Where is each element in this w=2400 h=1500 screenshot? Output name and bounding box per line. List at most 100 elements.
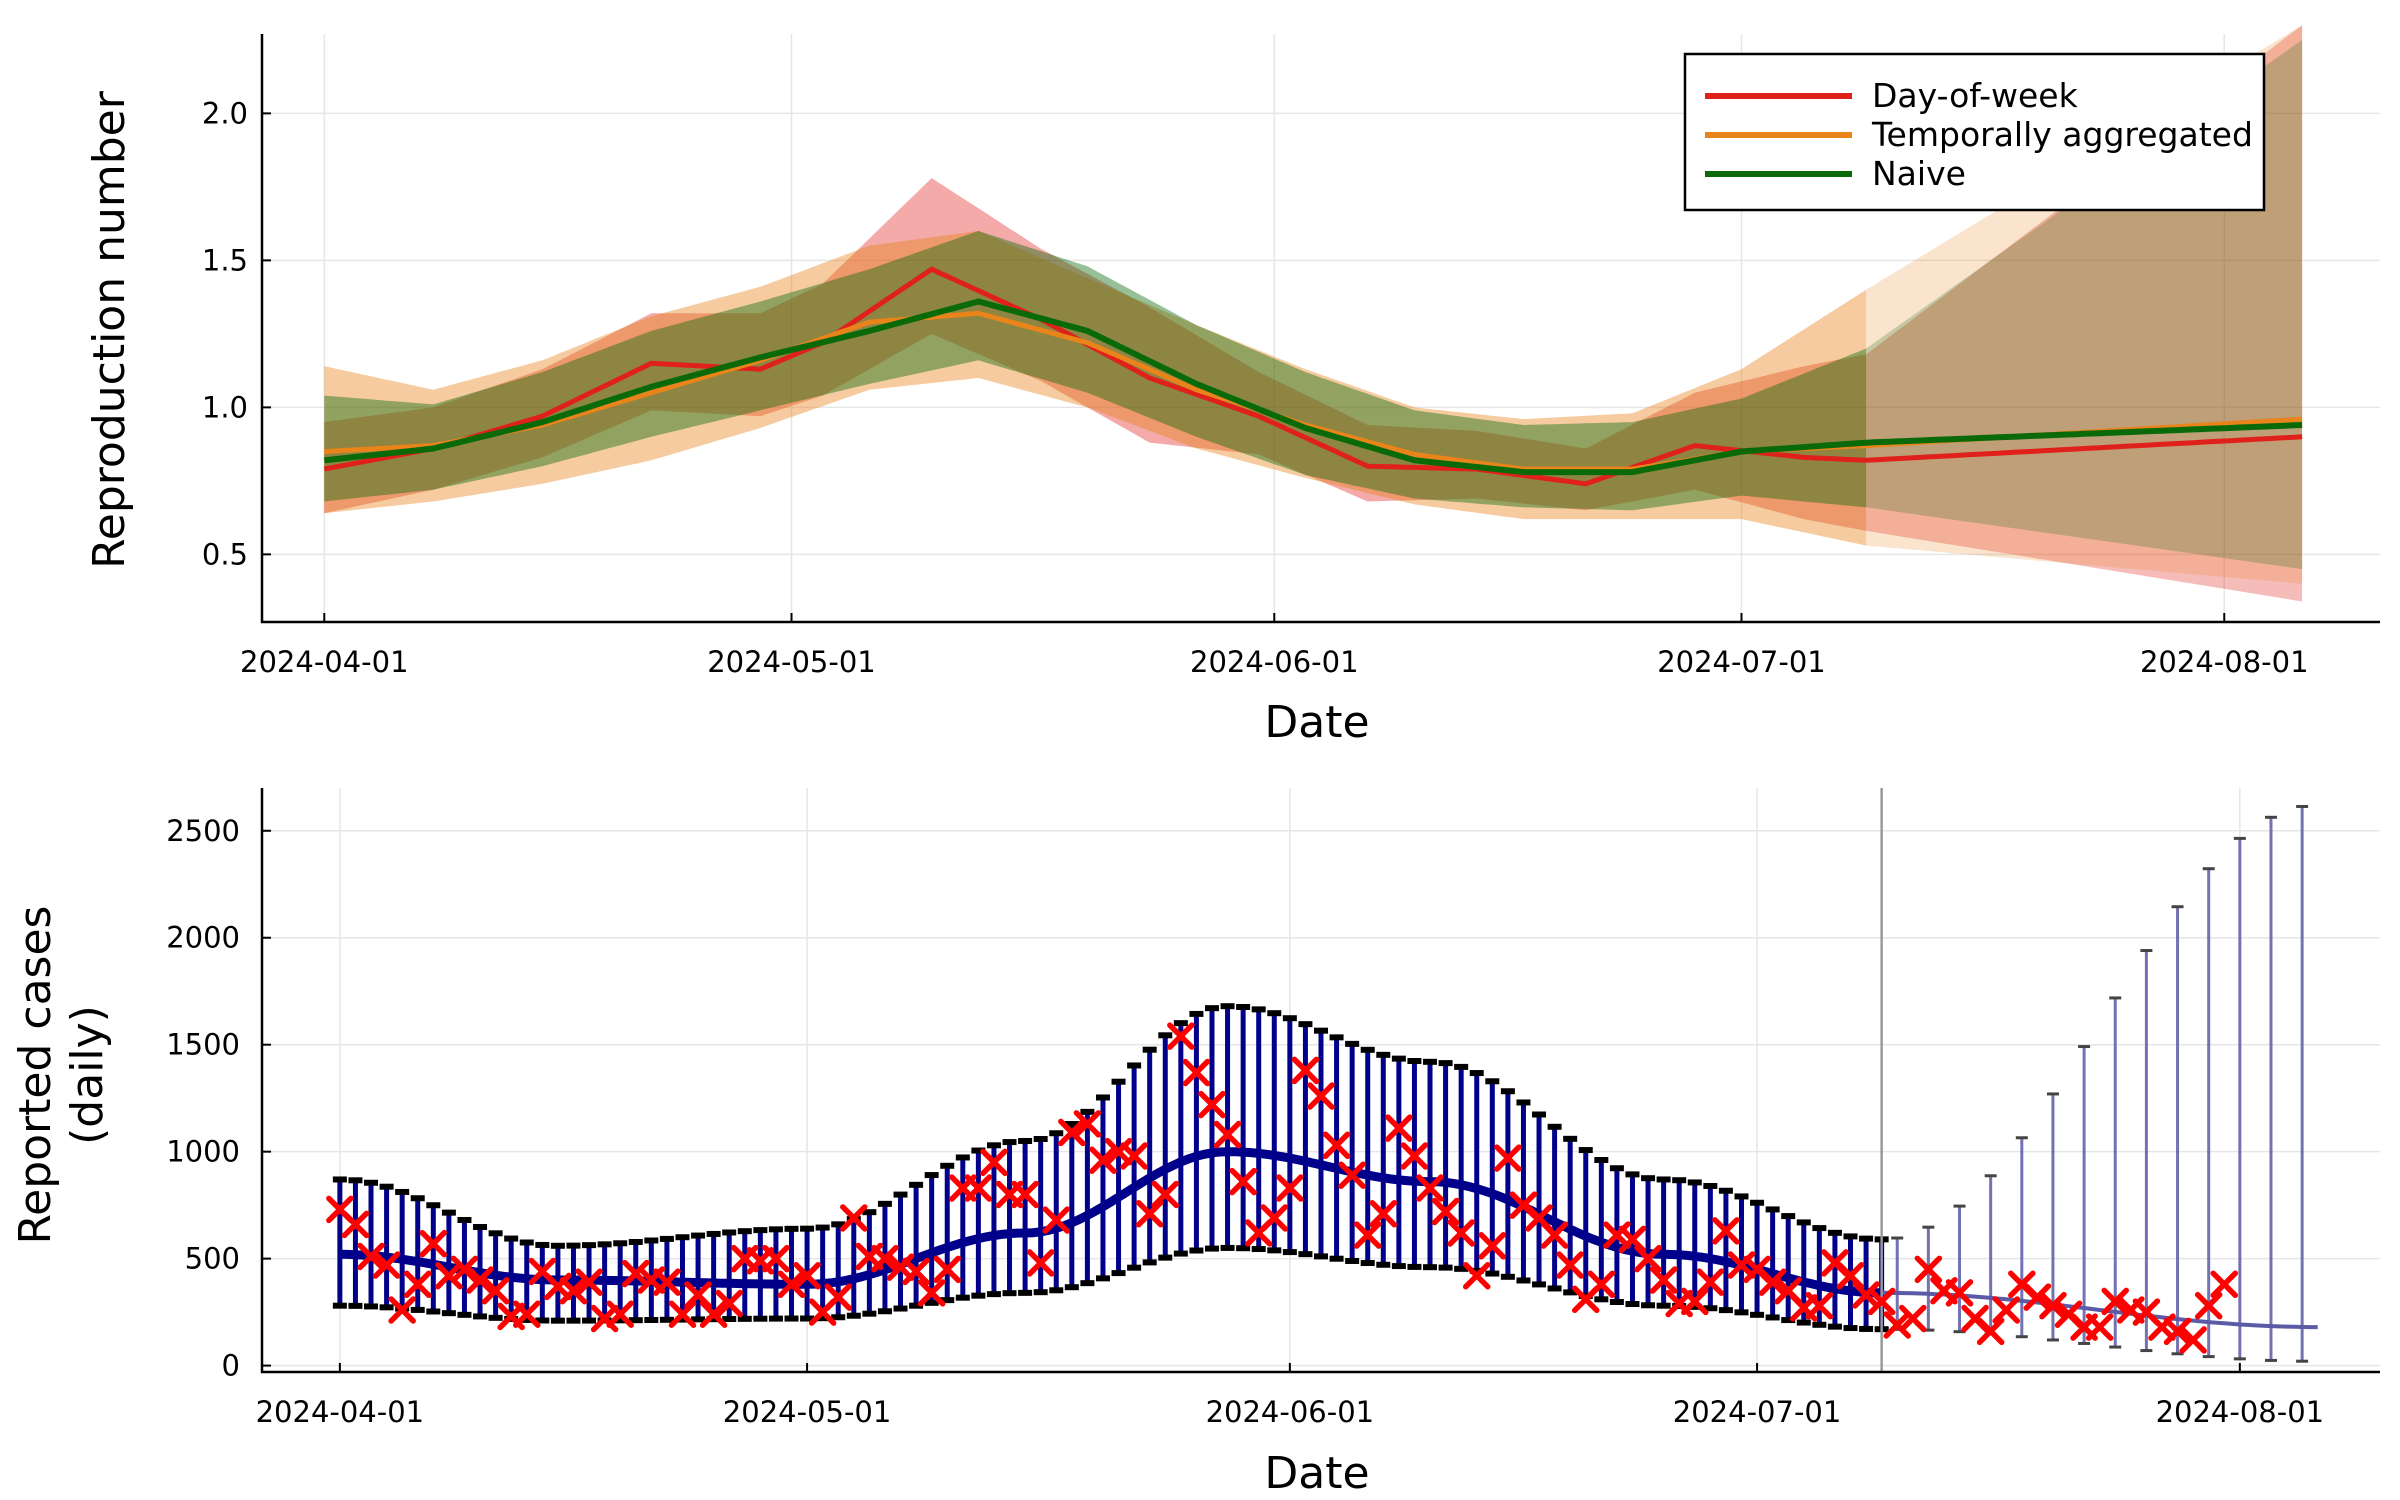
- observed-point: [1213, 1120, 1242, 1149]
- observed-point: [450, 1255, 479, 1284]
- observed-point: [1151, 1180, 1180, 1209]
- top-x-tick-labels: 2024-04-01 2024-05-01 2024-06-01 2024-07-01…: [240, 613, 2309, 679]
- observed-point: [1229, 1167, 1257, 1196]
- observed-point: [902, 1257, 930, 1286]
- observed-point: [653, 1268, 681, 1296]
- observed-point: [1696, 1268, 1725, 1296]
- observed-point: [715, 1289, 743, 1318]
- bottom-y-tick-label: 2500: [166, 814, 240, 848]
- top-x-tick-label: 2024-04-01: [240, 645, 409, 679]
- observed-point: [1353, 1221, 1382, 1249]
- median-line-forecast: [1881, 1290, 2318, 1330]
- observed-point: [1462, 1261, 1491, 1290]
- bottom-axes: [260, 788, 2380, 1374]
- observed-point: [1385, 1114, 1413, 1142]
- observed-point: [1431, 1197, 1460, 1226]
- observed-point: [1712, 1217, 1740, 1245]
- bottom-x-tick-label: 2024-08-01: [2156, 1395, 2325, 1429]
- observed-point: [964, 1174, 993, 1202]
- top-x-tick-label: 2024-07-01: [1657, 645, 1826, 679]
- observed-point: [1338, 1161, 1366, 1189]
- bottom-y-tick-label: 1000: [166, 1135, 240, 1169]
- observed-point: [1276, 1174, 1304, 1202]
- observed-point: [403, 1270, 432, 1299]
- observed-point: [1322, 1131, 1351, 1159]
- observed-point: [1198, 1090, 1226, 1119]
- observed-point: [1073, 1110, 1102, 1138]
- observed-point: [2023, 1283, 2052, 1311]
- observed-point: [1945, 1279, 1974, 1307]
- observed-point: [1758, 1268, 1787, 1296]
- observed-point: [1976, 1317, 2005, 1346]
- observed-point: [1883, 1311, 1911, 1339]
- bottom-x-tick-label: 2024-04-01: [256, 1395, 425, 1429]
- observed-point: [606, 1300, 634, 1328]
- observed-point: [481, 1276, 510, 1305]
- legend-label: Temporally aggregated: [1871, 115, 2253, 154]
- observed-point: [933, 1255, 961, 1284]
- bottom-y-axis-label-line1: Reported cases: [10, 906, 61, 1245]
- observed-point: [1540, 1221, 1569, 1249]
- observed-point: [1587, 1270, 1616, 1299]
- observed-point: [1260, 1204, 1289, 1232]
- bottom-y-tick-label: 500: [185, 1242, 240, 1276]
- bottom-x-tick-labels: 2024-04-01 2024-05-01 2024-06-01 2024-07-01…: [256, 1363, 2325, 1429]
- observed-point: [1120, 1142, 1148, 1170]
- observed-point: [793, 1261, 821, 1290]
- bottom-axis-frame: [260, 788, 2380, 1374]
- observed-point: [840, 1204, 868, 1232]
- observed-point: [1058, 1118, 1086, 1147]
- observed-point: [1182, 1058, 1211, 1087]
- bottom-observed-points: [326, 1022, 2239, 1354]
- top-x-tick-label: 2024-05-01: [707, 645, 876, 679]
- top-axes: [260, 34, 2380, 624]
- observed-point: [1416, 1174, 1444, 1202]
- band-naive: [324, 231, 1867, 511]
- reproduction-number-panel: 2024-04-01 2024-05-01 2024-06-01 2024-07-01…: [84, 25, 2380, 748]
- observed-point: [1914, 1255, 1943, 1284]
- bottom-y-tick-label: 0: [222, 1349, 240, 1383]
- observed-point: [1291, 1056, 1320, 1085]
- top-mean-lines: [323, 266, 2303, 487]
- observed-point: [357, 1242, 385, 1271]
- observed-point: [1867, 1287, 1896, 1316]
- top-y-axis-label: Reproduction number: [84, 90, 135, 569]
- observed-point: [513, 1300, 541, 1328]
- observed-point: [1369, 1199, 1398, 1228]
- observed-point: [2101, 1287, 2129, 1316]
- observed-point: [824, 1283, 852, 1311]
- bottom-y-tick-labels: 0 500 1000 1500 2000 2500: [166, 814, 271, 1383]
- top-x-tick-label: 2024-06-01: [1190, 645, 1359, 679]
- observed-point: [777, 1270, 806, 1299]
- observed-point: [622, 1259, 650, 1288]
- observed-point: [1167, 1022, 1195, 1050]
- observed-point: [2163, 1317, 2192, 1346]
- observed-point: [1089, 1146, 1117, 1174]
- observed-point: [2039, 1291, 2067, 1320]
- bottom-y-axis-label: Reported cases (daily): [10, 906, 113, 1245]
- observed-point: [699, 1300, 728, 1328]
- observed-point: [575, 1268, 603, 1296]
- reported-cases-panel: 2024-04-01 2024-05-01 2024-06-01 2024-07-01…: [10, 788, 2380, 1499]
- top-y-tick-labels: 0.5 1.0 1.5 2.0: [202, 96, 271, 571]
- observed-point: [2194, 1291, 2223, 1320]
- observed-point: [1899, 1304, 1927, 1333]
- top-y-tick-label: 2.0: [202, 96, 248, 130]
- observed-point: [435, 1261, 463, 1290]
- observed-point: [341, 1210, 370, 1239]
- observed-point: [419, 1229, 448, 1258]
- observed-point: [559, 1276, 588, 1305]
- top-x-axis-label: Date: [1264, 697, 1369, 748]
- observed-point: [1992, 1296, 2020, 1324]
- legend-label: Naive: [1872, 154, 1966, 193]
- observed-point: [762, 1244, 790, 1273]
- observed-point: [1307, 1082, 1335, 1110]
- line-day-of-week: [323, 266, 2303, 487]
- bottom-x-tick-label: 2024-07-01: [1673, 1395, 1842, 1429]
- observed-point: [871, 1244, 899, 1273]
- bottom-y-axis-label-line2: (daily): [62, 1005, 113, 1145]
- top-x-tick-label: 2024-08-01: [2140, 645, 2309, 679]
- bottom-x-tick-label: 2024-06-01: [1206, 1395, 1375, 1429]
